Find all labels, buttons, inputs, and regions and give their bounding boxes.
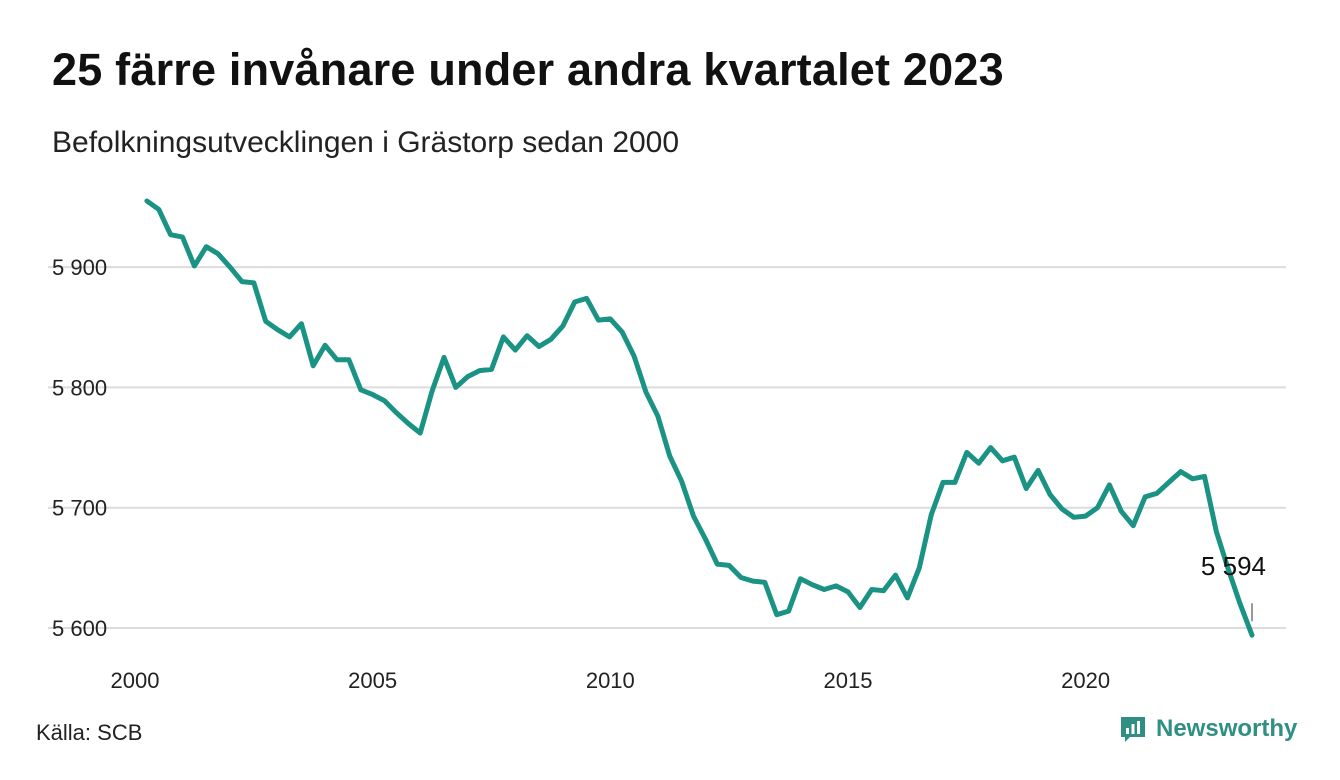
x-tick-label: 2010 bbox=[586, 668, 635, 693]
y-tick-label: 5 900 bbox=[52, 255, 107, 280]
x-tick-label: 2000 bbox=[111, 668, 160, 693]
chart-title: 25 färre invånare under andra kvartalet … bbox=[52, 44, 1004, 95]
x-tick-label: 2020 bbox=[1061, 668, 1110, 693]
annotation-layer: 5 594 bbox=[1201, 551, 1266, 622]
y-tick-label: 5 700 bbox=[52, 496, 107, 521]
grid-lines bbox=[48, 266, 1286, 629]
series-layer bbox=[144, 198, 1255, 638]
chart-subtitle: Befolkningsutvecklingen i Grästorp sedan… bbox=[52, 126, 680, 159]
brand-name: Newsworthy bbox=[1156, 715, 1298, 742]
y-axis-labels: 5 600 5 700 5 800 5 900 bbox=[52, 255, 107, 641]
last-value-label: 5 594 bbox=[1201, 551, 1266, 581]
newsworthy-brand[interactable]: Newsworthy bbox=[1118, 714, 1297, 744]
y-tick-label: 5 800 bbox=[52, 375, 107, 400]
x-tick-label: 2005 bbox=[348, 668, 397, 693]
x-tick-label: 2015 bbox=[824, 668, 873, 693]
source-note: Källa: SCB bbox=[36, 720, 143, 745]
x-axis-labels: 2000 2005 2010 2015 2020 bbox=[111, 668, 1111, 693]
y-tick-label: 5 600 bbox=[52, 616, 107, 641]
series-line bbox=[144, 198, 1255, 638]
newsworthy-logo-icon bbox=[1121, 717, 1145, 742]
